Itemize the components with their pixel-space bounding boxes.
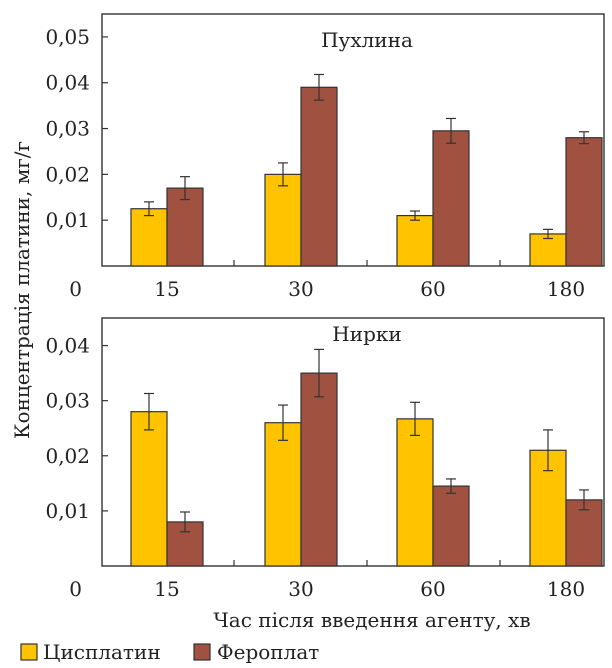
tumor-error-bar [278, 162, 288, 187]
tumor-bar-cisplatin [264, 173, 302, 267]
tumor-y-tick-label: 0,02 [45, 162, 90, 186]
kidney-panel-frame [101, 317, 605, 567]
tumor-bar-cisplatin [396, 215, 434, 267]
kidney-y-tick-label: 0,02 [45, 444, 90, 468]
tumor-bar-ferroplat [432, 130, 470, 267]
tumor-x-tick-label: 30 [288, 277, 313, 301]
kidney-zero-label: 0 [69, 577, 82, 601]
kidney-x-tick-label: 15 [154, 577, 179, 601]
kidney-y-tick-label: 0,03 [45, 389, 90, 413]
kidney-error-bar [314, 348, 324, 398]
tumor-error-bar [410, 210, 420, 221]
kidney-bar-cisplatin [264, 422, 302, 567]
tumor-bar-cisplatin [130, 208, 168, 267]
kidney-error-bar [543, 429, 553, 472]
kidney-y-tick-label: 0,04 [45, 334, 90, 358]
tumor-bar-ferroplat [300, 86, 338, 267]
tumor-error-bar [314, 73, 324, 101]
legend-swatch-ferroplat [193, 643, 211, 661]
kidney-error-bar [144, 392, 154, 431]
kidney-x-tick-label: 30 [288, 577, 313, 601]
kidney-x-tick-label: 180 [547, 577, 585, 601]
y-axis-title: Концентрація платини, мг/г [10, 141, 34, 439]
tumor-bar-ferroplat [166, 187, 204, 267]
kidney-panel-title: Нирки [332, 322, 401, 346]
tumor-error-bar [180, 176, 190, 201]
kidney-error-bar [278, 404, 288, 441]
kidney-bar-cisplatin [130, 411, 168, 567]
tumor-zero-label: 0 [69, 277, 82, 301]
tumor-x-tick-label: 15 [154, 277, 179, 301]
legend-label-ferroplat: Фероплат [217, 640, 319, 664]
tumor-panel: Пухлина 0 0,01 0,02 0,03 0,04 0,05 15 30 60 180 [45, 13, 605, 301]
legend-label-cisplatin: Цисплатин [43, 640, 161, 664]
kidney-error-bar [410, 401, 420, 436]
tumor-error-bar [579, 131, 589, 145]
tumor-y-tick-label: 0,04 [45, 71, 90, 95]
x-axis-title: Час після введення агенту, хв [213, 608, 530, 632]
kidney-bar-ferroplat [565, 499, 603, 567]
kidney-bar-cisplatin [396, 418, 434, 567]
tumor-error-bar [446, 117, 456, 144]
tumor-y-tick-label: 0,05 [45, 25, 90, 49]
kidney-error-bar [180, 511, 190, 533]
kidney-bar-ferroplat [432, 485, 470, 567]
legend: Цисплатин Фероплат [20, 640, 319, 664]
legend-swatch-cisplatin [20, 643, 38, 661]
kidney-y-tick-label: 0,01 [45, 499, 90, 523]
tumor-error-bar [144, 201, 154, 217]
tumor-x-tick-label: 60 [420, 277, 445, 301]
tumor-error-bar [543, 228, 553, 240]
kidney-x-tick-label: 60 [420, 577, 445, 601]
tumor-x-tick-label: 180 [547, 277, 585, 301]
kidney-error-bar [579, 489, 589, 511]
kidney-panel: Нирки 0 0,01 0,02 0,03 0,04 15 30 60 180 [45, 317, 605, 601]
tumor-bar-ferroplat [565, 137, 603, 267]
kidney-error-bar [446, 478, 456, 494]
tumor-y-tick-label: 0,01 [45, 208, 90, 232]
tumor-panel-frame [101, 13, 605, 267]
tumor-panel-title: Пухлина [321, 28, 413, 52]
kidney-bar-ferroplat [300, 372, 338, 567]
tumor-y-tick-label: 0,03 [45, 117, 90, 141]
